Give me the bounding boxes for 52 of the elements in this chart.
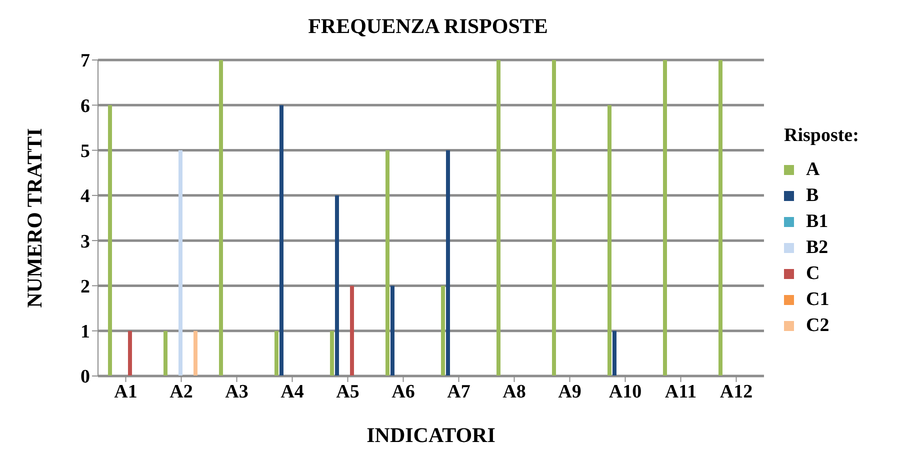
x-tick-label: A9	[558, 381, 582, 402]
legend-label: C1	[806, 289, 830, 311]
x-tick-label: A4	[280, 381, 304, 402]
y-tick-label: 7	[80, 50, 90, 72]
bar	[108, 105, 112, 376]
legend-title: Risposte:	[784, 125, 860, 147]
bar	[440, 286, 445, 376]
x-tick-label: A11	[664, 381, 697, 402]
bar	[552, 60, 556, 376]
bar	[279, 105, 284, 376]
y-axis-title: NUMERO TRATTI	[22, 128, 46, 308]
y-tick-label: 3	[80, 231, 90, 252]
bar	[163, 330, 168, 376]
bar	[718, 60, 722, 376]
legend-label: B	[806, 185, 819, 207]
x-axis-title: INDICATORI	[366, 423, 496, 447]
bar	[178, 150, 182, 376]
x-tick-label: A1	[114, 381, 138, 402]
y-tick-label: 2	[80, 276, 90, 298]
bar	[128, 330, 132, 376]
legend-label: C	[806, 263, 820, 285]
legend-label: B2	[806, 237, 828, 259]
y-tick-label: 0	[80, 366, 90, 388]
x-tick-label: A3	[225, 381, 248, 402]
bar	[330, 330, 334, 376]
bar	[446, 150, 450, 376]
bar	[662, 60, 667, 376]
y-tick-label: 4	[80, 186, 90, 208]
x-tick-label: A8	[502, 381, 526, 402]
legend-label: C2	[806, 315, 830, 337]
x-tick-label: A10	[608, 381, 642, 402]
bar	[385, 150, 390, 376]
bar	[607, 105, 612, 376]
bar	[612, 330, 616, 376]
y-tick-label: 1	[80, 322, 90, 343]
bar	[274, 330, 278, 376]
y-tick-label: 6	[80, 96, 90, 117]
bar	[193, 330, 198, 376]
bar	[390, 286, 394, 376]
legend-label: A	[806, 159, 820, 181]
x-tick-label: A2	[170, 381, 193, 402]
x-tick-label: A6	[392, 381, 415, 402]
x-tick-label: A12	[720, 381, 753, 402]
x-tick-label: A5	[336, 381, 360, 402]
x-tick-label: A7	[447, 381, 471, 402]
bar	[350, 286, 354, 376]
bar	[334, 195, 339, 376]
bar	[218, 60, 223, 376]
legend-label: B1	[806, 211, 828, 233]
bar	[496, 60, 500, 376]
y-tick-label: 5	[80, 141, 90, 162]
chart-title: FREQUENZA RISPOSTE	[307, 14, 549, 39]
